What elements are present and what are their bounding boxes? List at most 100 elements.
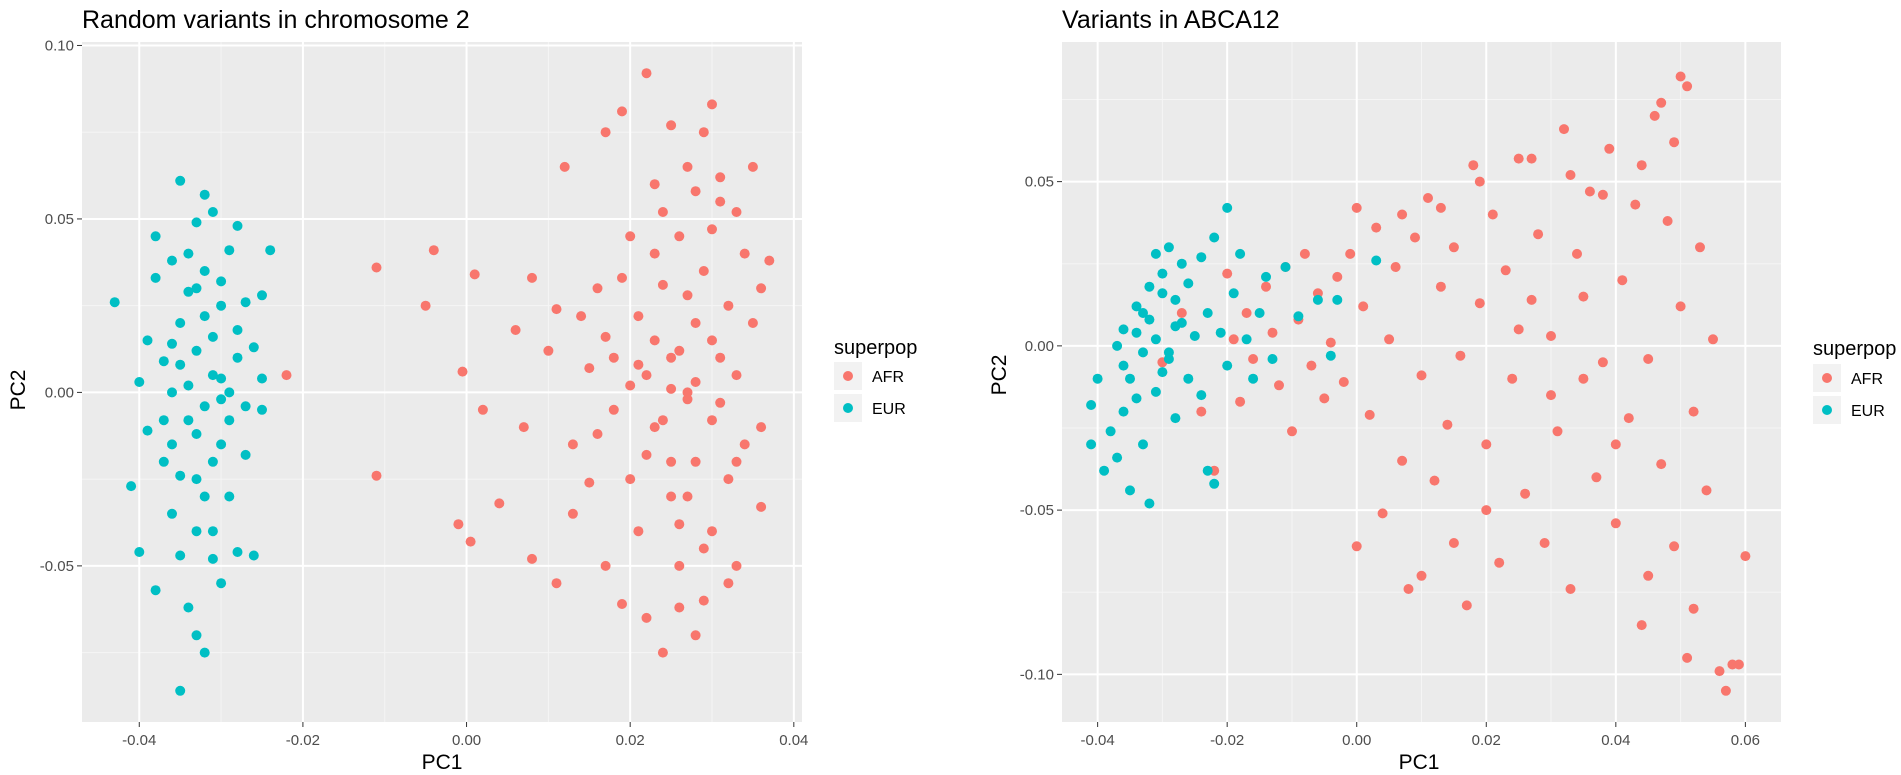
chart-right-legend-title: superpop [1813,338,1896,360]
chart-left-point-eur [191,474,202,485]
chart-left-point-afr [625,231,636,242]
chart-left-point-afr [707,335,717,346]
chart-left-point-eur [142,425,153,436]
chart-left-point-afr [682,387,693,398]
chart-right-point-eur [1215,327,1226,338]
chart-right-point-afr [1429,475,1440,486]
chart-right-point-afr [1410,232,1420,243]
chart-left-point-eur [216,578,227,589]
chart-left-point-eur [207,331,218,342]
chart-left-point-eur [167,387,177,398]
chart-left-point-afr [633,359,644,370]
chart-right-point-afr [1559,124,1569,135]
chart-right-point-afr [1397,455,1408,466]
chart-left-point-eur [134,547,145,557]
chart-left-point-afr [592,283,603,294]
chart-right-point-afr [1591,472,1602,483]
chart-left-point-eur [183,380,194,391]
chart-left-point-afr [690,630,701,641]
chart-left-point-afr [715,397,726,408]
chart-right-point-afr [1584,186,1595,197]
chart-left-point-afr [649,248,660,259]
chart-right-point-eur [1241,334,1252,345]
chart-right-point-eur [1170,294,1181,305]
chart-right-y-tick-label: 0.05 [1025,174,1054,191]
chart-right-point-afr [1397,209,1408,220]
chart-left-point-eur [191,217,202,228]
chart-right-point-eur [1293,311,1304,322]
chart-right-point-afr [1235,396,1246,407]
chart-left-point-eur [207,526,218,537]
chart-right-point-eur [1183,278,1194,289]
chart-left-point-afr [281,370,292,381]
chart-left-y-tick-label: 0.10 [45,37,74,54]
chart-right-point-afr [1714,666,1725,677]
chart-right-point-eur [1099,465,1110,476]
chart-right-x-tick-label: -0.02 [1210,732,1244,749]
chart-left-point-afr [477,404,488,415]
chart-left-point-afr [723,300,734,311]
chart-right-x-axis-title: PC1 [1399,751,1440,774]
chart-left-point-afr [707,99,717,110]
chart-left-point-afr [633,311,644,322]
chart-right-point-afr [1448,538,1459,548]
chart-left-point-eur [257,290,267,301]
chart-left-point-afr [428,245,439,256]
chart-left-point-afr [543,345,554,356]
chart-left-point-eur [183,602,194,613]
chart-left-point-afr [731,370,742,381]
chart-right-legend-label-afr: AFR [1851,371,1883,388]
chart-right-point-afr [1669,137,1680,148]
chart-right-point-eur [1235,248,1246,259]
chart-left-point-eur [167,338,177,349]
chart-right-point-afr [1688,406,1699,417]
chart-right-point-eur [1157,288,1168,299]
chart-right-point-eur [1144,314,1155,325]
chart-left-point-eur [183,286,194,297]
chart-right-panel-group: -0.04 -0.02 0.00 0.02 0.04 0.06 0.05 0.00 -0.05 -… [1020,42,1781,749]
chart-right-point-eur [1202,308,1213,318]
chart-right-point-eur [1138,308,1148,318]
chart-left-point-eur [183,415,194,426]
chart-left-point-afr [617,106,627,117]
chart-left-legend-swatch-afr [843,371,853,381]
chart-left-y-tick-label: 0.05 [45,211,74,228]
chart-right-point-afr [1617,275,1628,286]
chart-left-point-eur [232,352,243,363]
chart-left-point-afr [649,422,660,433]
chart-left-point-afr [617,599,627,609]
chart-right-point-eur [1118,406,1129,417]
chart-left-point-afr [747,161,758,172]
chart-left-point-afr [698,266,709,276]
chart-right-x-tick-label: 0.06 [1731,732,1760,749]
chart-right-legend-label-eur: EUR [1851,403,1885,420]
chart-left-point-afr [469,269,480,280]
chart-left-point-afr [674,602,685,613]
chart-right-point-afr [1513,153,1524,164]
chart-left-point-afr [698,127,709,138]
chart-right-point-eur [1144,498,1155,509]
chart-left-point-eur [175,470,186,481]
chart-right-x-tick-label: 0.02 [1472,732,1501,749]
chart-left-point-afr [764,255,775,266]
chart-left-point-afr [518,422,529,433]
chart-left-point-eur [257,373,267,384]
chart-right-point-afr [1662,216,1673,226]
chart-left-point-eur [175,685,186,696]
chart-left-point-afr [657,279,668,290]
chart-right-point-afr [1338,377,1349,387]
chart-left-point-afr [715,172,726,183]
chart-left-point-eur [175,550,186,561]
chart-left-point-afr [674,519,685,530]
chart-right-point-eur [1086,400,1097,410]
chart-left-point-afr [666,456,677,467]
chart-right-point-eur [1131,393,1142,404]
chart-left-point-afr [723,578,734,589]
chart-left-point-eur [150,585,161,596]
chart-left-legend-label-eur: EUR [872,401,906,418]
chart-left-point-eur [199,189,210,200]
chart-left-point-eur [126,481,137,492]
chart-left-point-eur [142,335,153,346]
chart-right-point-afr [1364,409,1375,420]
chart-left-point-afr [707,526,717,537]
